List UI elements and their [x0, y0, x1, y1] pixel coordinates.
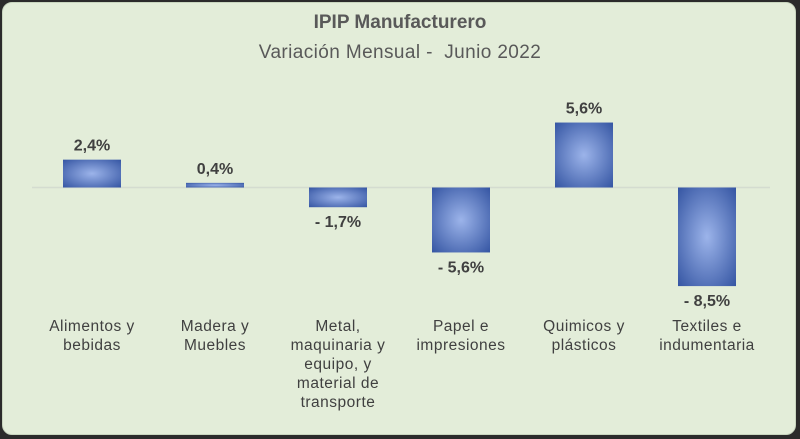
category-label-2: Madera y Muebles	[150, 317, 280, 355]
data-label-6: - 8,5%	[684, 293, 730, 310]
category-label-3: Metal, maquinaria y equipo, y material de tr…	[273, 317, 403, 412]
category-label-line: plásticos	[551, 337, 617, 354]
category-label-line: Alimentos y	[49, 318, 135, 335]
category-label-1: Alimentos y bebidas	[27, 317, 157, 355]
category-label-line: Quimicos y	[543, 318, 625, 335]
bar-2	[186, 182, 244, 188]
category-label-line: indumentaria	[659, 337, 755, 354]
category-label-line: Textiles e	[672, 318, 742, 335]
category-label-line: Metal,	[315, 318, 361, 335]
data-label-2: 0,4%	[197, 161, 233, 178]
category-label-line: impresiones	[416, 337, 506, 354]
chart-title: IPIP Manufacturero	[313, 12, 487, 33]
bar-3	[309, 187, 367, 208]
category-label-line: material de	[296, 375, 380, 392]
chart-subtitle: Variación Mensual - Junio 2022	[258, 42, 542, 63]
category-label-line: maquinaria y	[290, 337, 386, 354]
bar-4	[432, 187, 490, 253]
category-label-5: Quimicos y plásticos	[519, 317, 649, 355]
category-label-4: Papel e impresiones	[396, 317, 526, 355]
data-label-5: 5,6%	[566, 101, 602, 118]
data-label-3: - 1,7%	[315, 214, 361, 231]
category-label-line: equipo, y	[304, 356, 372, 373]
category-label-line: transporte	[300, 394, 376, 411]
bar-1	[63, 159, 121, 188]
category-label-line: Papel e	[432, 318, 490, 335]
category-label-6: Textiles e indumentaria	[642, 317, 772, 355]
data-label-1: 2,4%	[74, 138, 110, 155]
chart-area	[2, 2, 796, 435]
category-label-line: Madera y	[180, 318, 250, 335]
category-label-line: Muebles	[183, 337, 247, 354]
bar-5	[555, 122, 613, 188]
data-label-4: - 5,6%	[438, 259, 484, 276]
category-label-line: bebidas	[63, 337, 121, 354]
bar-6	[678, 187, 736, 287]
